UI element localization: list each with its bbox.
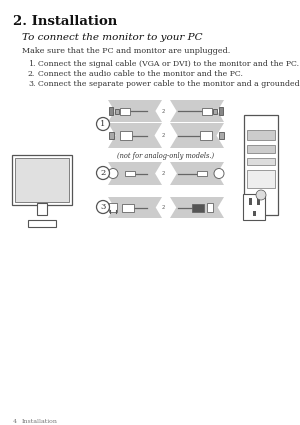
Circle shape: [108, 168, 118, 178]
Text: 3.: 3.: [28, 80, 35, 88]
Bar: [219, 107, 223, 115]
Bar: [28, 220, 56, 227]
Text: Connect the signal cable (VGA or DVI) to the monitor and the PC.: Connect the signal cable (VGA or DVI) to…: [38, 60, 299, 68]
Circle shape: [97, 167, 110, 179]
Bar: [243, 194, 265, 220]
Bar: [247, 145, 275, 153]
Bar: [115, 108, 119, 113]
Bar: [248, 198, 251, 205]
Bar: [253, 211, 256, 216]
Text: 2. Installation: 2. Installation: [13, 15, 117, 28]
Circle shape: [97, 201, 110, 213]
Polygon shape: [170, 123, 224, 148]
Text: Make sure that the PC and monitor are unplugged.: Make sure that the PC and monitor are un…: [22, 47, 230, 55]
Text: 2: 2: [100, 169, 106, 177]
Bar: [12, 155, 72, 205]
Bar: [15, 158, 69, 202]
Bar: [244, 115, 278, 215]
Text: 2.: 2.: [28, 70, 35, 78]
Bar: [125, 171, 135, 176]
Bar: [218, 132, 224, 139]
Bar: [120, 131, 132, 140]
Bar: [213, 108, 217, 113]
Text: 3: 3: [100, 203, 106, 211]
Bar: [109, 132, 113, 139]
Polygon shape: [170, 162, 224, 185]
Bar: [247, 158, 275, 165]
Bar: [37, 203, 47, 215]
Text: 1: 1: [100, 120, 106, 128]
Bar: [109, 107, 113, 115]
Text: To connect the monitor to your PC: To connect the monitor to your PC: [22, 33, 203, 42]
Bar: [200, 131, 212, 140]
Text: 4: 4: [13, 419, 17, 424]
Text: 1.: 1.: [28, 60, 35, 68]
Text: 2: 2: [161, 108, 165, 113]
Text: Connect the separate power cable to the monitor and a grounded outlet.: Connect the separate power cable to the …: [38, 80, 300, 88]
Bar: [197, 171, 207, 176]
Text: 2: 2: [161, 171, 165, 176]
Polygon shape: [108, 123, 162, 148]
Polygon shape: [108, 100, 162, 122]
Bar: [207, 203, 213, 212]
Circle shape: [256, 190, 266, 200]
Text: 2: 2: [161, 133, 165, 138]
Bar: [192, 204, 204, 212]
Polygon shape: [170, 100, 224, 122]
Bar: [247, 130, 275, 140]
Circle shape: [97, 117, 110, 130]
Bar: [122, 204, 134, 212]
Text: Connect the audio cable to the monitor and the PC.: Connect the audio cable to the monitor a…: [38, 70, 243, 78]
Text: 2: 2: [161, 205, 165, 210]
Text: (not for analog-only models.): (not for analog-only models.): [117, 152, 214, 160]
Bar: [247, 170, 275, 188]
Polygon shape: [108, 197, 162, 218]
Bar: [109, 203, 117, 212]
Polygon shape: [108, 162, 162, 185]
Bar: [120, 108, 130, 114]
Polygon shape: [170, 197, 224, 218]
Bar: [202, 108, 212, 114]
Text: Installation: Installation: [22, 419, 58, 424]
Circle shape: [214, 168, 224, 178]
Bar: [256, 198, 260, 205]
